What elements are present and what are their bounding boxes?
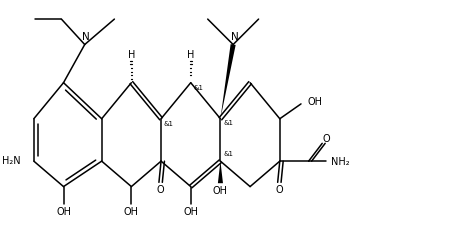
Text: O: O [323,134,330,144]
Text: N: N [82,32,90,42]
Text: OH: OH [124,207,139,217]
Text: OH: OH [56,207,71,217]
Text: O: O [157,185,164,195]
Text: H₂N: H₂N [2,156,20,166]
Text: H: H [187,50,195,60]
Text: OH: OH [183,207,198,217]
Text: NH₂: NH₂ [330,157,349,167]
Text: N: N [230,32,238,42]
Polygon shape [218,161,223,183]
Text: &1: &1 [164,121,174,127]
Text: H: H [128,50,135,60]
Text: OH: OH [213,186,228,196]
Text: &1: &1 [224,120,234,126]
Text: &1: &1 [223,151,233,157]
Text: O: O [275,185,283,195]
Text: OH: OH [308,97,322,107]
Text: &1: &1 [193,85,203,91]
Polygon shape [220,44,235,119]
